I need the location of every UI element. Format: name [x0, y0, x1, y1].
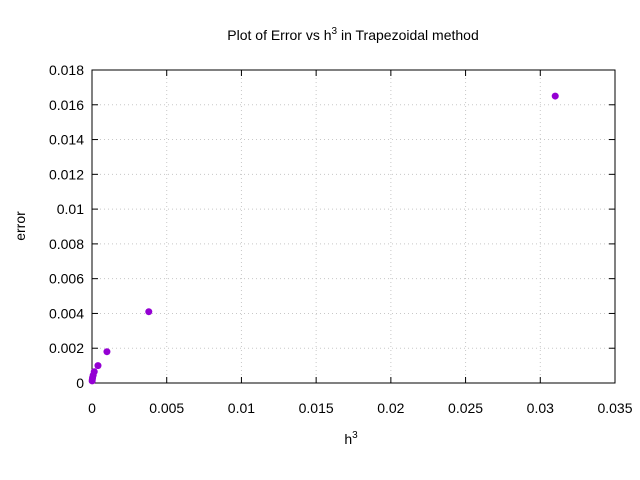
x-tick-label: 0.005	[149, 400, 184, 416]
y-tick-label: 0.006	[49, 271, 84, 287]
x-tick-label: 0.035	[597, 400, 632, 416]
x-tick-label: 0.015	[299, 400, 334, 416]
chart-title-superscript: 3	[332, 26, 338, 37]
chart-title-tail: in Trapezoidal method	[337, 27, 479, 43]
x-axis-label-superscript: 3	[352, 430, 358, 441]
chart-title-main: Plot of Error vs h	[227, 27, 331, 43]
x-tick-label: 0.025	[448, 400, 483, 416]
y-tick-labels: 0 0.002 0.004 0.006 0.008 0.01 0.012 0.014 0.016…	[49, 62, 84, 391]
data-point	[94, 362, 102, 370]
tick-marks	[91, 69, 616, 384]
chart-title: Plot of Error vs h3 in Trapezoidal metho…	[227, 26, 478, 43]
y-tick-label: 0.002	[49, 340, 84, 356]
x-tick-label: 0	[88, 400, 96, 416]
data-points	[88, 92, 559, 385]
grid-lines	[92, 70, 615, 383]
y-axis-label: error	[12, 211, 28, 241]
y-tick-label: 0.016	[49, 97, 84, 113]
data-point	[145, 308, 153, 316]
y-tick-label: 0.01	[57, 201, 84, 217]
data-point	[103, 348, 111, 356]
x-tick-label: 0.02	[377, 400, 404, 416]
x-axis-label: h3	[344, 430, 358, 447]
y-tick-label: 0	[76, 375, 84, 391]
y-tick-label: 0.014	[49, 132, 84, 148]
x-axis-label-main: h	[344, 431, 352, 447]
y-tick-label: 0.018	[49, 62, 84, 78]
x-tick-labels: 0 0.005 0.01 0.015 0.02 0.025 0.03 0.035	[88, 400, 633, 416]
y-tick-label: 0.012	[49, 166, 84, 182]
x-tick-label: 0.01	[228, 400, 255, 416]
data-point	[88, 377, 96, 385]
y-tick-label: 0.008	[49, 236, 84, 252]
data-point	[551, 92, 559, 100]
plot-area-border	[91, 69, 616, 384]
x-tick-label: 0.03	[527, 400, 554, 416]
y-tick-label: 0.004	[49, 305, 84, 321]
